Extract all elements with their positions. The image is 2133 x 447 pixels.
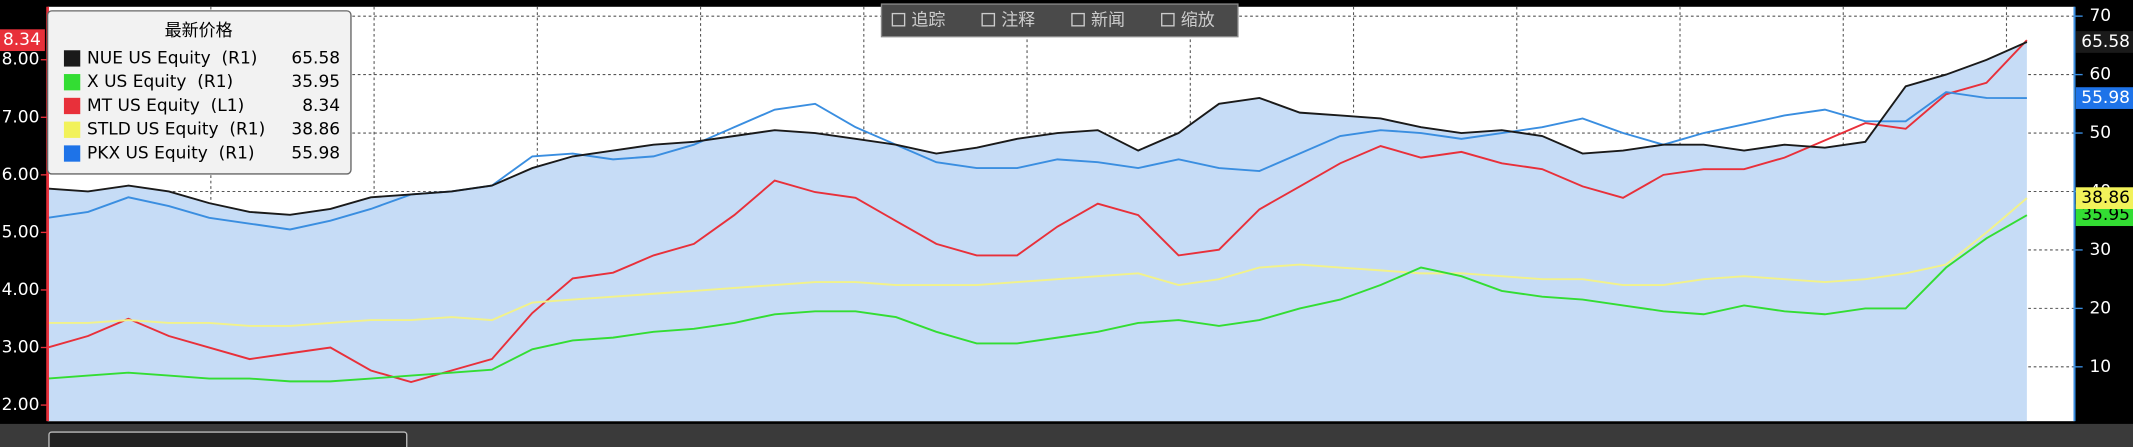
- value-tag: [2075, 31, 2133, 53]
- legend-swatch: [63, 97, 81, 115]
- toolbar-button[interactable]: 注释: [1001, 10, 1035, 30]
- toolbar-icon[interactable]: [1071, 12, 1085, 27]
- y-tick-label: 6.00: [2, 165, 40, 185]
- value-tag-label: 35.95: [2081, 205, 2130, 225]
- legend-label: STLD US Equity (R1): [87, 120, 265, 140]
- toolbar: [880, 3, 1239, 38]
- axes: 102030405060702.003.004.005.006.007.008.…: [2, 6, 2112, 415]
- legend-value: 35.95: [291, 72, 340, 92]
- bottom-strip: [0, 423, 2133, 447]
- toolbar-button[interactable]: 缩放: [1181, 10, 1215, 30]
- y-tick-label: 5.00: [2, 222, 40, 242]
- y-tick-label: 3.00: [2, 338, 40, 358]
- value-tag-label: 38.86: [2081, 188, 2130, 208]
- legend-value: 38.86: [291, 120, 340, 140]
- legend-value: 8.34: [302, 96, 340, 116]
- line: [47, 214, 2028, 383]
- legend-label: NUE US Equity (R1): [87, 48, 257, 68]
- value-tag: [0, 29, 45, 52]
- y2-tick-label: 20: [2089, 298, 2111, 318]
- line: [47, 197, 2028, 327]
- y2-tick-label: 30: [2089, 240, 2111, 260]
- line: [47, 41, 2028, 216]
- marks: [47, 39, 2028, 422]
- value-tag: [2075, 204, 2133, 227]
- y-tick-label: 8.00: [2, 50, 40, 70]
- y-tick-label: 2.00: [2, 395, 40, 415]
- value-tag: [2075, 187, 2133, 210]
- legend-swatch: [63, 50, 81, 67]
- legend-items: NUE US Equity (R1) 65.58 X US Equity (R1) 3…: [63, 48, 340, 164]
- line: [47, 39, 2028, 384]
- line: [47, 91, 2027, 231]
- legend: [46, 10, 352, 175]
- y2-tick-label: 10: [2089, 357, 2111, 377]
- legend-swatch: [63, 121, 81, 138]
- legend-value: 55.98: [291, 144, 340, 164]
- value-tag: [2075, 87, 2133, 109]
- legend-value: 65.58: [291, 48, 340, 68]
- toolbar-icon[interactable]: [1161, 12, 1175, 27]
- y2-tick-label: 50: [2089, 123, 2111, 143]
- value-tag-label: 55.98: [2081, 88, 2130, 108]
- y-tick-label: 7.00: [2, 107, 40, 127]
- y2-tick-label: 60: [2089, 65, 2111, 85]
- legend-label: X US Equity (R1): [87, 72, 233, 92]
- legend-label: PKX US Equity (R1): [87, 144, 254, 164]
- y2-tick-label: 70: [2089, 6, 2111, 26]
- y-tick-label: 4.00: [2, 280, 40, 300]
- legend-swatch: [63, 145, 81, 162]
- legend-swatch: [63, 74, 81, 91]
- toolbar-icon[interactable]: [981, 12, 996, 27]
- toolbar-items: 追踪 注释 新闻 缩放: [891, 10, 1215, 30]
- toolbar-button[interactable]: 追踪: [911, 10, 945, 30]
- bottom-tab[interactable]: [48, 431, 408, 447]
- toolbar-button[interactable]: 新闻: [1091, 10, 1125, 30]
- area: [47, 41, 2027, 422]
- value-tag-label: 65.58: [2081, 32, 2130, 52]
- legend-label: MT US Equity (L1): [87, 96, 244, 116]
- value-tags: 65.58 35.95 8.34 38.86 55.98: [0, 29, 2133, 227]
- value-tag-label: 8.34: [3, 30, 41, 50]
- toolbar-icon[interactable]: [891, 12, 906, 27]
- legend-title: 最新价格: [165, 21, 233, 41]
